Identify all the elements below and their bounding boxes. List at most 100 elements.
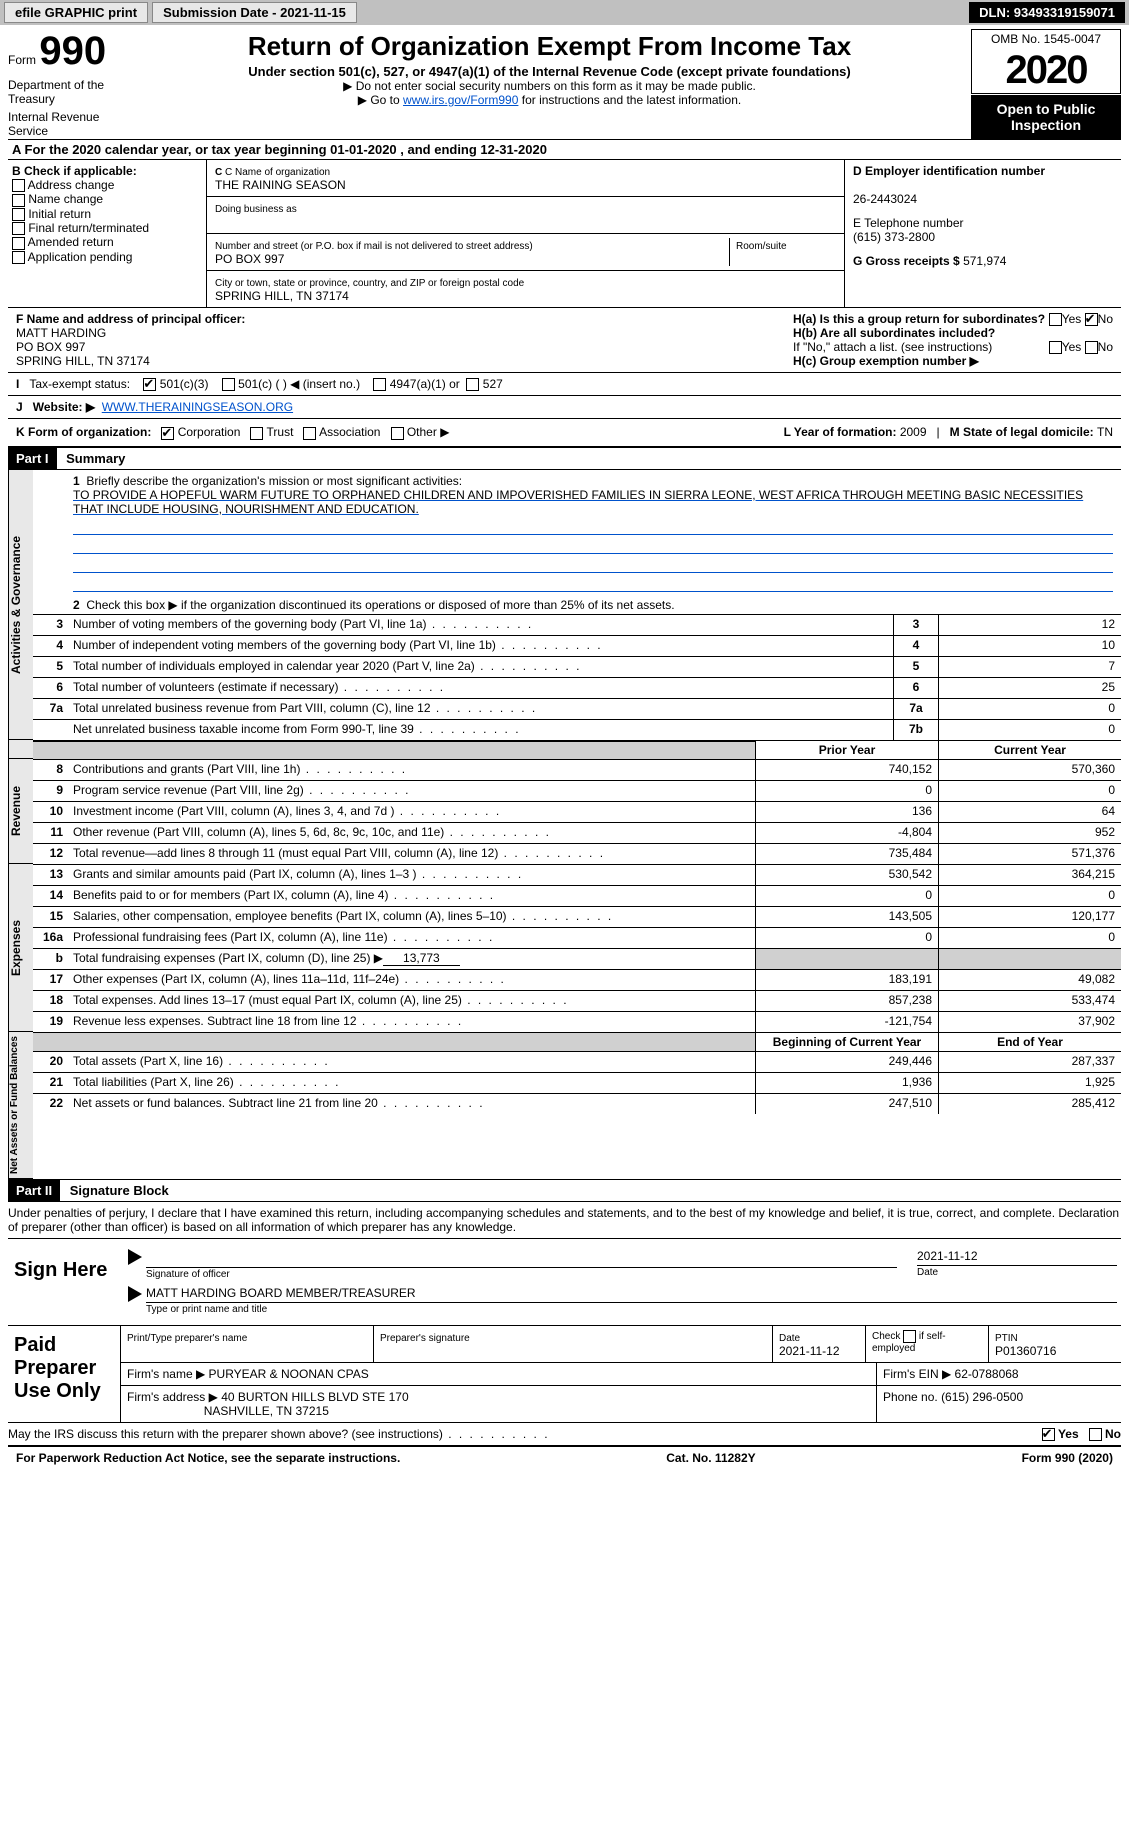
firm-phone: (615) 296-0500	[941, 1390, 1023, 1404]
vtab-netassets: Net Assets or Fund Balances	[8, 1032, 33, 1179]
org-address: PO BOX 997	[215, 252, 284, 266]
state-domicile: TN	[1097, 425, 1113, 439]
tax-year: 2020	[971, 48, 1121, 94]
firm-name: PURYEAR & NOONAN CPAS	[209, 1367, 369, 1381]
officer-addr1: PO BOX 997	[16, 340, 85, 354]
arrow-icon	[128, 1249, 142, 1265]
na-line-20: 20 Total assets (Part X, line 16) 249,44…	[33, 1051, 1121, 1072]
gov-line-3: 3 Number of voting members of the govern…	[33, 614, 1121, 635]
ptin: P01360716	[995, 1344, 1056, 1358]
ha-yes-checkbox[interactable]	[1049, 313, 1062, 326]
exp-line-15: 15 Salaries, other compensation, employe…	[33, 906, 1121, 927]
row-a-tax-year: A For the 2020 calendar year, or tax yea…	[8, 140, 1121, 160]
row-k-l-m: K Form of organization: Corporation Trus…	[8, 419, 1121, 446]
form-header: Form 990 Department of the Treasury Inte…	[8, 29, 1121, 140]
row-i-tax-exempt: I Tax-exempt status: 501(c)(3) 501(c) ( …	[8, 373, 1121, 396]
efile-print-button[interactable]: efile GRAPHIC print	[4, 2, 148, 23]
form-subtitle: Under section 501(c), 527, or 4947(a)(1)…	[128, 64, 971, 79]
form-note-2: ▶ Go to www.irs.gov/Form990 for instruct…	[128, 93, 971, 107]
sig-date: 2021-11-12	[917, 1249, 978, 1263]
submission-date-button[interactable]: Submission Date - 2021-11-15	[152, 2, 357, 23]
exp-line-19: 19 Revenue less expenses. Subtract line …	[33, 1011, 1121, 1032]
officer-name: MATT HARDING	[16, 326, 106, 340]
gov-line-4: 4 Number of independent voting members o…	[33, 635, 1121, 656]
website-link[interactable]: WWW.THERAININGSEASON.ORG	[102, 400, 293, 414]
g-label: G Gross receipts $	[853, 254, 963, 268]
mission-text: TO PROVIDE A HOPEFUL WARM FUTURE TO ORPH…	[73, 488, 1083, 516]
paid-preparer-block: Paid Preparer Use Only Print/Type prepar…	[8, 1326, 1121, 1423]
form-title: Return of Organization Exempt From Incom…	[128, 31, 971, 62]
exp-line-17: 17 Other expenses (Part IX, column (A), …	[33, 969, 1121, 990]
cat-no: Cat. No. 11282Y	[666, 1451, 755, 1465]
gross-receipts: 571,974	[963, 254, 1006, 268]
self-employed-checkbox[interactable]	[903, 1330, 916, 1343]
501c3-checkbox[interactable]	[143, 378, 156, 391]
dept-line2: Internal Revenue Service	[8, 110, 128, 138]
gov-line-6: 6 Total number of volunteers (estimate i…	[33, 677, 1121, 698]
k-other-checkbox[interactable]	[391, 427, 404, 440]
firm-ein: 62-0788068	[955, 1367, 1019, 1381]
501c-checkbox[interactable]	[222, 378, 235, 391]
phone-value: (615) 373-2800	[853, 230, 935, 244]
dept-line1: Department of the Treasury	[8, 78, 128, 106]
form-word: Form	[8, 53, 36, 67]
checkbox-amended[interactable]	[12, 237, 25, 250]
current-year-header: Current Year	[938, 741, 1121, 759]
form-note-1: ▶ Do not enter social security numbers o…	[128, 79, 971, 93]
open-to-public: Open to Public Inspection	[971, 94, 1121, 139]
rev-line-9: 9 Program service revenue (Part VIII, li…	[33, 780, 1121, 801]
firm-addr: 40 BURTON HILLS BLVD STE 170	[221, 1390, 408, 1404]
omb-number: OMB No. 1545-0047	[971, 29, 1121, 48]
na-line-21: 21 Total liabilities (Part X, line 26) 1…	[33, 1072, 1121, 1093]
rev-line-11: 11 Other revenue (Part VIII, column (A),…	[33, 822, 1121, 843]
527-checkbox[interactable]	[466, 378, 479, 391]
checkbox-final-return[interactable]	[12, 222, 25, 235]
vtab-governance: Activities & Governance	[8, 470, 33, 740]
officer-addr2: SPRING HILL, TN 37174	[16, 354, 150, 368]
gov-line-7a: 7a Total unrelated business revenue from…	[33, 698, 1121, 719]
section-f-h: F Name and address of principal officer:…	[8, 308, 1121, 373]
rev-line-8: 8 Contributions and grants (Part VIII, l…	[33, 759, 1121, 780]
rev-line-10: 10 Investment income (Part VIII, column …	[33, 801, 1121, 822]
dln-label: DLN: 93493319159071	[969, 2, 1125, 23]
boy-header: Beginning of Current Year	[755, 1033, 938, 1051]
part-i-header: Part I Summary	[8, 447, 1121, 470]
hb-no-checkbox[interactable]	[1085, 341, 1098, 354]
checkbox-name-change[interactable]	[12, 194, 25, 207]
year-formation: 2009	[900, 425, 927, 439]
form-number: 990	[39, 29, 106, 73]
discuss-no-checkbox[interactable]	[1089, 1428, 1102, 1441]
b-label: B Check if applicable:	[12, 164, 137, 178]
sign-here-block: Sign Here Signature of officer 2021-11-1…	[8, 1238, 1121, 1326]
page-footer: For Paperwork Reduction Act Notice, see …	[8, 1447, 1121, 1469]
k-corp-checkbox[interactable]	[161, 427, 174, 440]
top-toolbar: efile GRAPHIC print Submission Date - 20…	[0, 0, 1129, 25]
hb-yes-checkbox[interactable]	[1049, 341, 1062, 354]
k-trust-checkbox[interactable]	[250, 427, 263, 440]
section-b-c-d-e-g: B Check if applicable: Address change Na…	[8, 160, 1121, 308]
officer-name-title: MATT HARDING BOARD MEMBER/TREASURER	[146, 1286, 416, 1300]
perjury-disclaimer: Under penalties of perjury, I declare th…	[8, 1202, 1121, 1238]
e-label: E Telephone number	[853, 216, 964, 230]
checkbox-address-change[interactable]	[12, 179, 25, 192]
ha-no-checkbox[interactable]	[1085, 313, 1098, 326]
gov-line-5: 5 Total number of individuals employed i…	[33, 656, 1121, 677]
checkbox-app-pending[interactable]	[12, 251, 25, 264]
org-city: SPRING HILL, TN 37174	[215, 289, 349, 303]
checkbox-initial-return[interactable]	[12, 208, 25, 221]
discuss-row: May the IRS discuss this return with the…	[8, 1423, 1121, 1447]
part-ii-header: Part II Signature Block	[8, 1179, 1121, 1202]
na-line-22: 22 Net assets or fund balances. Subtract…	[33, 1093, 1121, 1114]
irs-link[interactable]: www.irs.gov/Form990	[403, 93, 518, 107]
exp-line-16a: 16a Professional fundraising fees (Part …	[33, 927, 1121, 948]
vtab-revenue: Revenue	[8, 759, 33, 864]
k-assoc-checkbox[interactable]	[303, 427, 316, 440]
prior-year-header: Prior Year	[755, 741, 938, 759]
d-label: D Employer identification number	[853, 164, 1045, 178]
gov-line-7b: Net unrelated business taxable income fr…	[33, 719, 1121, 740]
4947-checkbox[interactable]	[373, 378, 386, 391]
discuss-yes-checkbox[interactable]	[1042, 1428, 1055, 1441]
arrow-icon	[128, 1286, 142, 1302]
rev-line-12: 12 Total revenue—add lines 8 through 11 …	[33, 843, 1121, 864]
ein-value: 26-2443024	[853, 192, 917, 206]
